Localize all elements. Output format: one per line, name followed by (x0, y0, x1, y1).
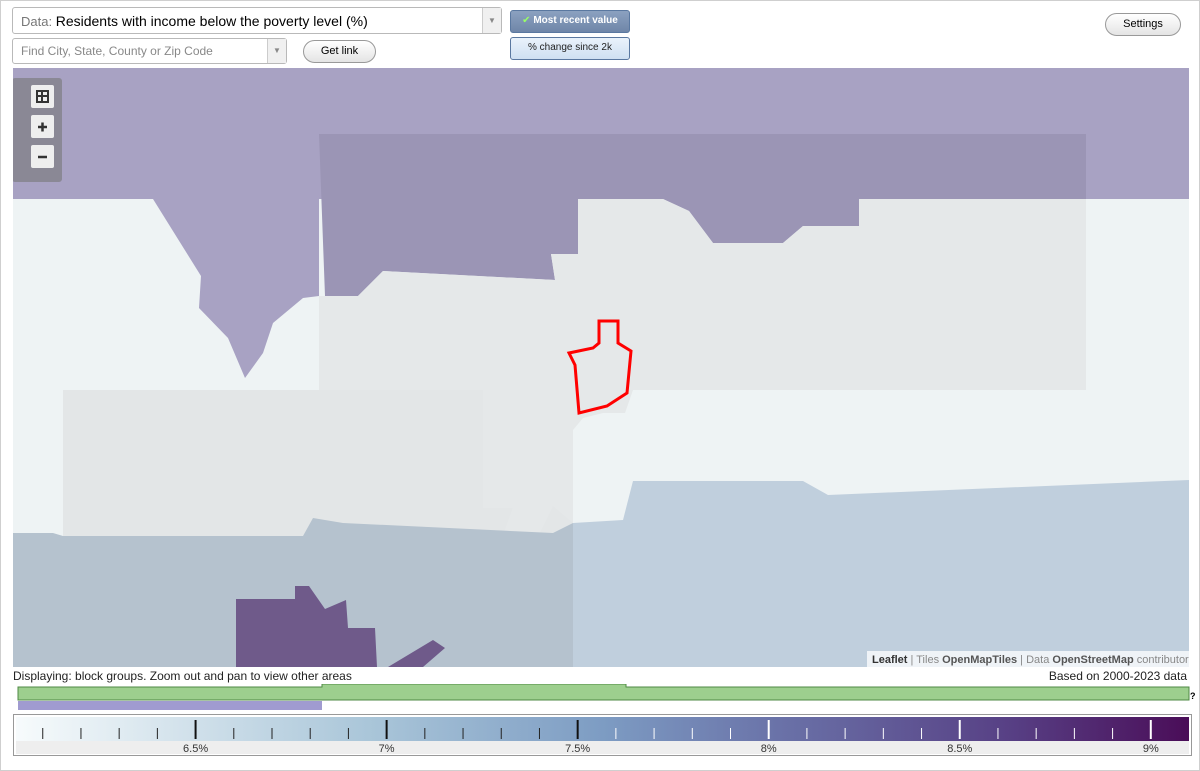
leaflet-link[interactable]: Leaflet (872, 654, 908, 666)
data-select[interactable]: Data: Residents with income below the po… (12, 7, 502, 34)
osm-link[interactable]: OpenStreetMap (1052, 654, 1134, 666)
get-link-button[interactable]: Get link (303, 40, 376, 63)
legend-tick-label: 8% (761, 743, 777, 755)
attribution: Leaflet | Tiles OpenMapTiles | Data Open… (872, 654, 1189, 666)
legend-label-bg (16, 741, 1189, 754)
region (153, 199, 319, 378)
selected-area (566, 319, 633, 415)
contributors: contributors (1137, 654, 1189, 666)
search-box[interactable]: Find City, State, County or Zip Code ▼ (12, 38, 287, 64)
timeline-bar[interactable] (17, 684, 1190, 701)
search-arrow: ▼ (267, 39, 286, 63)
select-arrow: ▼ (482, 8, 501, 33)
help[interactable]: ? (1190, 691, 1196, 701)
region (236, 586, 377, 667)
region (573, 480, 1189, 667)
legend-gradient (16, 717, 1189, 741)
attribution-bg (867, 651, 1189, 667)
tiles-sep: | Tiles (911, 654, 940, 666)
region (13, 518, 573, 667)
based-on-note: Based on 2000-2023 data (1048, 669, 1187, 683)
legend-tick-label: 7.5% (565, 743, 590, 755)
data-prefix: Data: (21, 14, 53, 29)
timeline-range[interactable] (18, 701, 322, 710)
settings-button[interactable]: Settings (1105, 13, 1181, 36)
tiles-link[interactable]: OpenMapTiles (942, 654, 1017, 666)
change-toggle[interactable]: % change since 2k (510, 37, 630, 60)
map[interactable]: Leaflet | Tiles OpenMapTiles | Data Open… (13, 68, 1189, 667)
displaying-note: Displaying: block groups. Zoom out and p… (13, 669, 352, 683)
most-recent-label: Most recent value (533, 15, 618, 26)
legend-tick-label: 8.5% (947, 743, 972, 755)
plus-icon (38, 122, 47, 132)
legend-tick-label: 7% (379, 743, 395, 755)
most-recent-toggle[interactable]: ✔ Most recent value (510, 10, 630, 33)
legend-tick-label: 6.5% (183, 743, 208, 755)
search-placeholder: Find City, State, County or Zip Code (21, 44, 213, 58)
legend-tick-label: 9% (1143, 743, 1159, 755)
data-select-label: Residents with income below the poverty … (55, 13, 368, 29)
region (388, 640, 445, 667)
region (319, 199, 1086, 588)
data-sep: | Data (1020, 654, 1050, 666)
check-icon: ✔ (522, 15, 531, 26)
fullscreen-icon (36, 90, 49, 103)
region (319, 134, 1086, 296)
timeline-legend: ? 6.5% 7% 7.5% 8% 8.5% 9% (13, 684, 1196, 756)
